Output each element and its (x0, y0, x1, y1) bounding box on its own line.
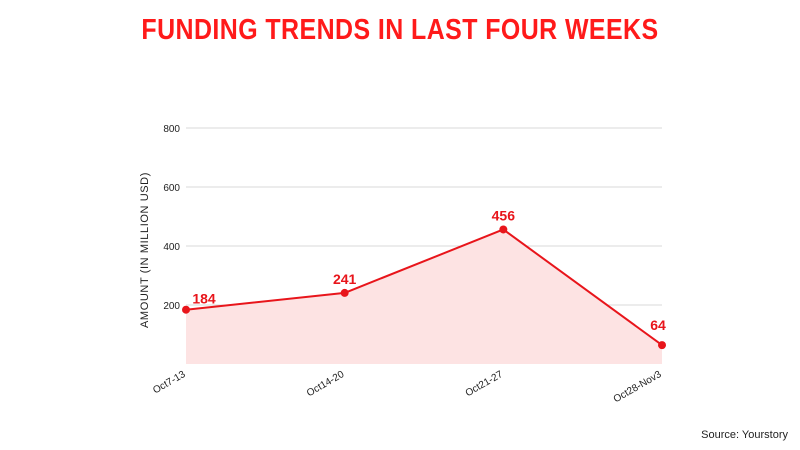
area-shape (186, 229, 662, 364)
data-point-Oct14-20 (340, 288, 349, 297)
series-line (185, 228, 663, 346)
x-tick-label: Oct21-27 (464, 369, 506, 399)
data-label: 184 (192, 291, 216, 307)
y-tick-label: 800 (163, 124, 180, 135)
y-axis-label: AMOUNT (IN MILLION USD) (139, 172, 151, 328)
y-tick-label: 400 (163, 242, 180, 253)
x-axis-ticks: Oct7-13 Oct14-20 Oct21-27 Oct28-Nov3 (151, 369, 664, 405)
x-tick-label: Oct14-20 (305, 369, 347, 399)
data-point-Oct7-13 (182, 305, 190, 314)
area-fill (186, 229, 662, 364)
data-labels: 184 241 456 64 (192, 207, 666, 333)
data-label: 241 (333, 271, 357, 287)
chart-title: FUNDING TRENDS IN LAST FOUR WEEKS (141, 14, 659, 46)
data-label: 456 (492, 207, 516, 223)
data-point-Oct21-27 (499, 225, 508, 234)
x-tick-label: Oct28-Nov3 (612, 369, 664, 405)
y-tick-label: 200 (163, 301, 180, 312)
x-tick-label: Oct7-13 (151, 369, 188, 397)
data-points (182, 225, 666, 350)
series-polyline (185, 228, 663, 346)
data-point-Oct28-Nov3 (658, 341, 666, 350)
data-label: 64 (650, 317, 666, 333)
source-note: Source: Yourstory (701, 429, 788, 441)
y-tick-label: 600 (163, 183, 180, 194)
y-axis-ticks: 200 400 600 800 (163, 124, 180, 312)
